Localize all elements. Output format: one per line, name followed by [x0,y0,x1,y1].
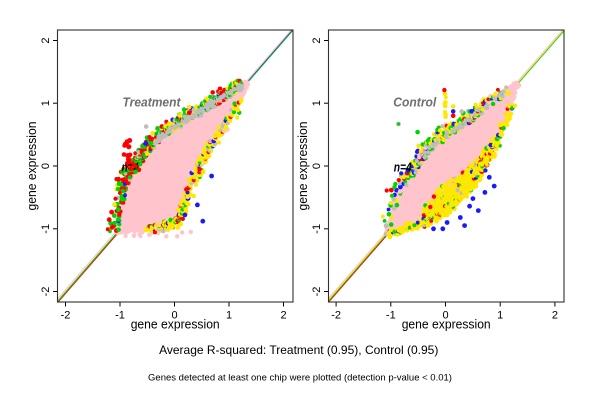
svg-text:Genes detected at least one ch: Genes detected at least one chip were pl… [148,373,452,384]
svg-text:2: 2 [552,310,558,322]
svg-text:gene expression: gene expression [402,317,491,332]
svg-text:2: 2 [40,37,52,43]
svg-text:gene expression: gene expression [131,317,220,332]
svg-text:-1: -1 [386,310,396,322]
svg-text:-1: -1 [311,224,323,234]
svg-text:1: 1 [311,100,323,106]
svg-text:0: 0 [171,310,177,322]
svg-text:0: 0 [40,163,52,169]
svg-text:-2: -2 [40,287,52,297]
svg-text:1: 1 [497,310,503,322]
svg-text:2: 2 [311,37,323,43]
svg-text:1: 1 [226,310,232,322]
svg-text:-2: -2 [61,310,71,322]
svg-text:1: 1 [40,100,52,106]
svg-text:-2: -2 [311,287,323,297]
svg-text:2: 2 [280,310,286,322]
svg-text:Control: Control [393,96,437,110]
svg-text:Treatment: Treatment [123,96,182,110]
svg-text:-1: -1 [40,224,52,234]
svg-text:Average R-squared: Treatment (: Average R-squared: Treatment (0.95), Con… [159,343,438,357]
svg-text:0: 0 [442,310,448,322]
svg-text:gene expression: gene expression [24,122,39,211]
svg-text:-1: -1 [115,310,125,322]
svg-text:-2: -2 [331,310,341,322]
svg-text:0: 0 [311,163,323,169]
svg-text:n=4: n=4 [394,161,412,175]
svg-text:gene expression: gene expression [295,122,310,211]
